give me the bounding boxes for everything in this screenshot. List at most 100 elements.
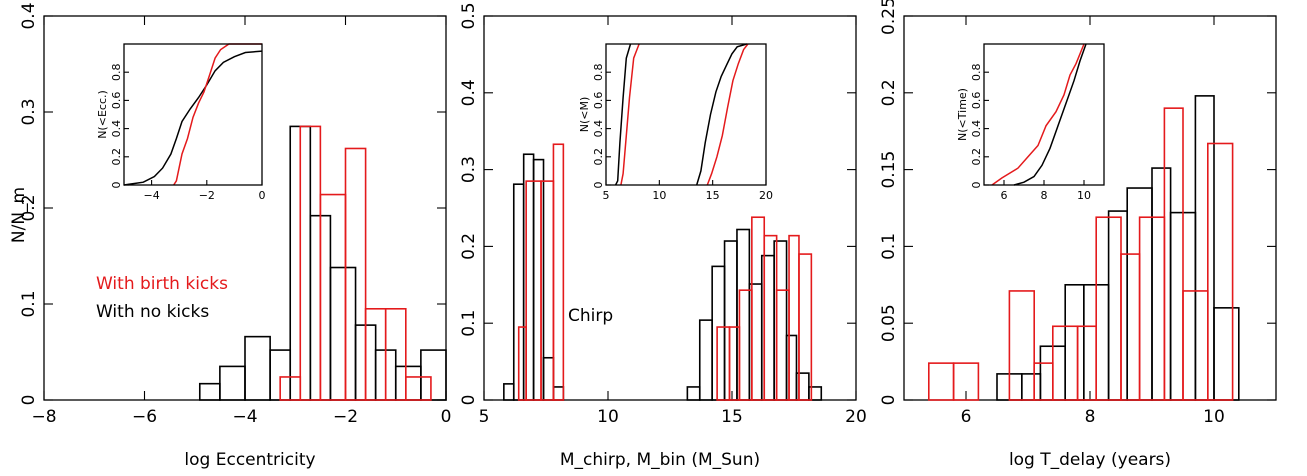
y-tick-label: 0 [459, 395, 479, 406]
black-histogram-bar [686, 386, 701, 401]
inset-y-tick-label: 0.4 [110, 120, 123, 138]
y-tick-label: 0.3 [19, 98, 39, 125]
black-histogram-bar [522, 153, 535, 401]
x-axis-title-delay: log T_delay (years) [1009, 450, 1171, 470]
black-histogram-bar [711, 265, 726, 401]
inset-background [606, 44, 766, 185]
inset-x-tick-label: 0 [259, 189, 266, 202]
inset-y-tick-label: 0.8 [110, 63, 123, 81]
red-histogram-bar [952, 362, 980, 401]
inset-background [124, 44, 262, 185]
inset-y-tick-label: 0.4 [970, 120, 983, 138]
inset-y-tick-label: 0 [970, 182, 983, 189]
black-histogram-bar [1194, 95, 1215, 401]
red-histogram-bar [552, 143, 565, 401]
inset-x-tick-label: 15 [706, 189, 720, 202]
black-histogram-bar [1213, 307, 1240, 401]
black-histogram-bar [785, 334, 798, 401]
x-tick-label: 6 [961, 407, 972, 427]
inset-y-tick-label: 0 [592, 182, 605, 189]
black-histogram-bar [420, 349, 447, 401]
red-histogram-bar [1207, 142, 1234, 401]
inset-x-tick-label: 5 [603, 189, 610, 202]
black-cdf-line [695, 43, 748, 186]
y-tick-label: 0.15 [879, 151, 899, 189]
black-histogram-bar [808, 386, 823, 401]
black-histogram-bar [394, 365, 422, 401]
red-histogram-bar [788, 234, 800, 401]
red-histogram-bar [517, 326, 527, 401]
black-cdf-line [614, 43, 632, 186]
y-tick-label: 0.1 [19, 290, 39, 317]
y-tick-label: 0.4 [459, 79, 479, 106]
y-tick-label: 0.05 [879, 304, 899, 342]
x-axis-title-eccentricity: log Eccentricity [184, 450, 315, 470]
red-histogram-bar [927, 362, 955, 401]
x-tick-label: 15 [721, 407, 743, 427]
red-cdf-line [620, 43, 640, 186]
black-histogram-bar [532, 158, 545, 401]
black-histogram-bar [244, 335, 271, 401]
legend-no-kicks: With no kicks [96, 302, 209, 322]
x-axis-title-mass: M_chirp, M_bin (M_Sun) [560, 450, 760, 470]
inset-y-tick-label: 0.2 [110, 148, 123, 166]
inset-y-tick-label: 0.6 [110, 92, 123, 110]
red-histogram-bar [716, 326, 731, 401]
red-cdf-line [706, 43, 749, 186]
plot-frame [123, 43, 263, 186]
red-cdf-line [173, 43, 262, 186]
black-cdf-line [1013, 43, 1087, 186]
eccentricity-panel: −8 −6 −4 −2 0 0 0.1 0.2 0.3 0.4 −4 −2 0 0 0.2 0.4 0.6 0.8… [19, 2, 451, 427]
red-histogram-bar [728, 326, 741, 401]
plot-frame [605, 43, 767, 186]
black-cdf-line [123, 50, 263, 186]
y-tick-label: 0 [879, 395, 899, 406]
inset-cdf: 5 10 15 20 0 0.2 0.4 0.6 0.8 N(<M) [578, 43, 773, 202]
x-tick-label: −8 [31, 407, 56, 427]
black-histogram-bar [1064, 283, 1085, 401]
delay-time-panel: 6 8 10 0 0.05 0.1 0.15 0.2 0.25 6 8 10 0 0.2 0.4 0.6 0.8… [879, 0, 1277, 427]
inset-x-tick-label: 8 [1041, 189, 1048, 202]
inset-y-tick-label: 0 [110, 182, 123, 189]
black-histogram-bar [219, 365, 246, 401]
red-histogram-bar [1076, 325, 1097, 401]
plot-frame [483, 15, 857, 401]
x-tick-label: 20 [845, 407, 867, 427]
inset-y-tick-label: 0.6 [592, 92, 605, 110]
black-histogram-bar [329, 266, 357, 401]
mass-panel: 5 10 15 20 0 0.1 0.2 0.3 0.4 0.5 5 10 15 20 0 0.2 0.4 0.6… [459, 2, 867, 427]
black-histogram-bar [698, 319, 713, 401]
chirp-annotation: Chirp [568, 306, 613, 326]
y-tick-label: 0.1 [879, 233, 899, 260]
red-histogram-bar [404, 376, 432, 401]
inset-x-tick-label: 10 [1077, 189, 1091, 202]
red-histogram-bar [1163, 107, 1184, 401]
black-histogram-bar [1107, 210, 1128, 401]
y-tick-label: 0.3 [459, 156, 479, 183]
inset-x-tick-label: −4 [143, 189, 159, 202]
inset-cdf: −4 −2 0 0 0.2 0.4 0.6 0.8N(<Ecc.) [96, 43, 266, 202]
inset-y-tick-label: 0.4 [592, 120, 605, 138]
inset-y-tick-label: 0.8 [970, 63, 983, 81]
red-histogram-bar [1033, 362, 1054, 401]
black-histogram-bar [1151, 167, 1172, 401]
inset-y-tick-label: 0.6 [970, 92, 983, 110]
black-histogram-bar [723, 240, 738, 401]
red-cdf-line [991, 43, 1085, 186]
y-tick-label: 0.5 [459, 2, 479, 29]
inset-y-axis-title: N(<Ecc.) [96, 90, 109, 139]
inset-cdf: 6 8 10 0 0.2 0.4 0.6 0.8N(<Time) [956, 43, 1105, 202]
red-histogram-bar [1120, 253, 1141, 401]
black-histogram-bar [1020, 373, 1042, 401]
y-tick-label: 0 [19, 395, 39, 406]
red-histogram-bar [344, 147, 367, 401]
inset-y-tick-label: 0.2 [592, 148, 605, 166]
y-tick-label: 0.2 [19, 194, 39, 221]
red-histogram-bar [319, 193, 347, 401]
inset-x-tick-label: 20 [759, 189, 773, 202]
inset-x-tick-label: 6 [1001, 189, 1008, 202]
inset-x-tick-label: 10 [652, 189, 666, 202]
black-histogram-bar [542, 356, 555, 401]
red-histogram-bar [1008, 290, 1036, 401]
